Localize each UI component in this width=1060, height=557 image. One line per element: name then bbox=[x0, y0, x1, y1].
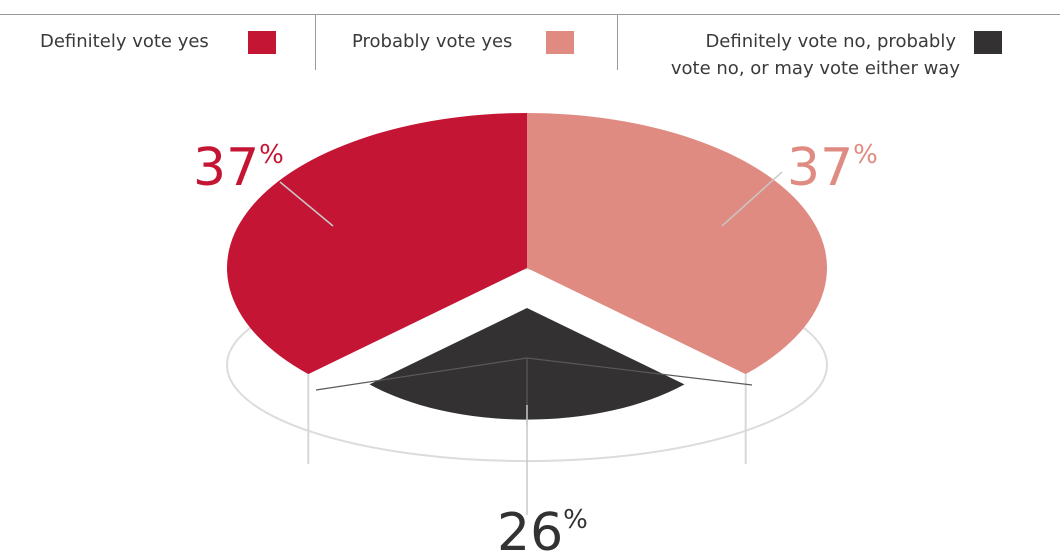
legend-swatch-definitely-yes bbox=[248, 31, 276, 54]
data-label-no: 26% bbox=[497, 503, 588, 557]
legend-label-definitely-yes: Definitely vote yes bbox=[40, 31, 209, 52]
data-label-definitely-yes: 37% bbox=[193, 138, 284, 198]
legend-swatch-probably-yes bbox=[546, 31, 574, 54]
pie-slice-probably-yes bbox=[527, 113, 828, 375]
legend-label-no-line1: Definitely vote no, probably bbox=[705, 31, 956, 52]
pie-slice-definitely-yes bbox=[227, 113, 528, 375]
legend-divider bbox=[617, 14, 618, 70]
pie-inner-line bbox=[315, 357, 528, 391]
legend-swatch-no bbox=[974, 31, 1002, 54]
legend: Definitely vote yes Probably vote yes De… bbox=[0, 0, 1060, 79]
pie-inner-line bbox=[526, 357, 753, 386]
data-label-probably-yes: 37% bbox=[787, 138, 878, 198]
legend-top-rule bbox=[0, 14, 1060, 15]
leader-line bbox=[279, 181, 334, 227]
legend-divider bbox=[315, 14, 316, 70]
legend-label-no-line2: vote no, or may vote either way bbox=[670, 58, 960, 79]
leader-line bbox=[721, 171, 783, 227]
legend-label-probably-yes: Probably vote yes bbox=[352, 31, 513, 52]
